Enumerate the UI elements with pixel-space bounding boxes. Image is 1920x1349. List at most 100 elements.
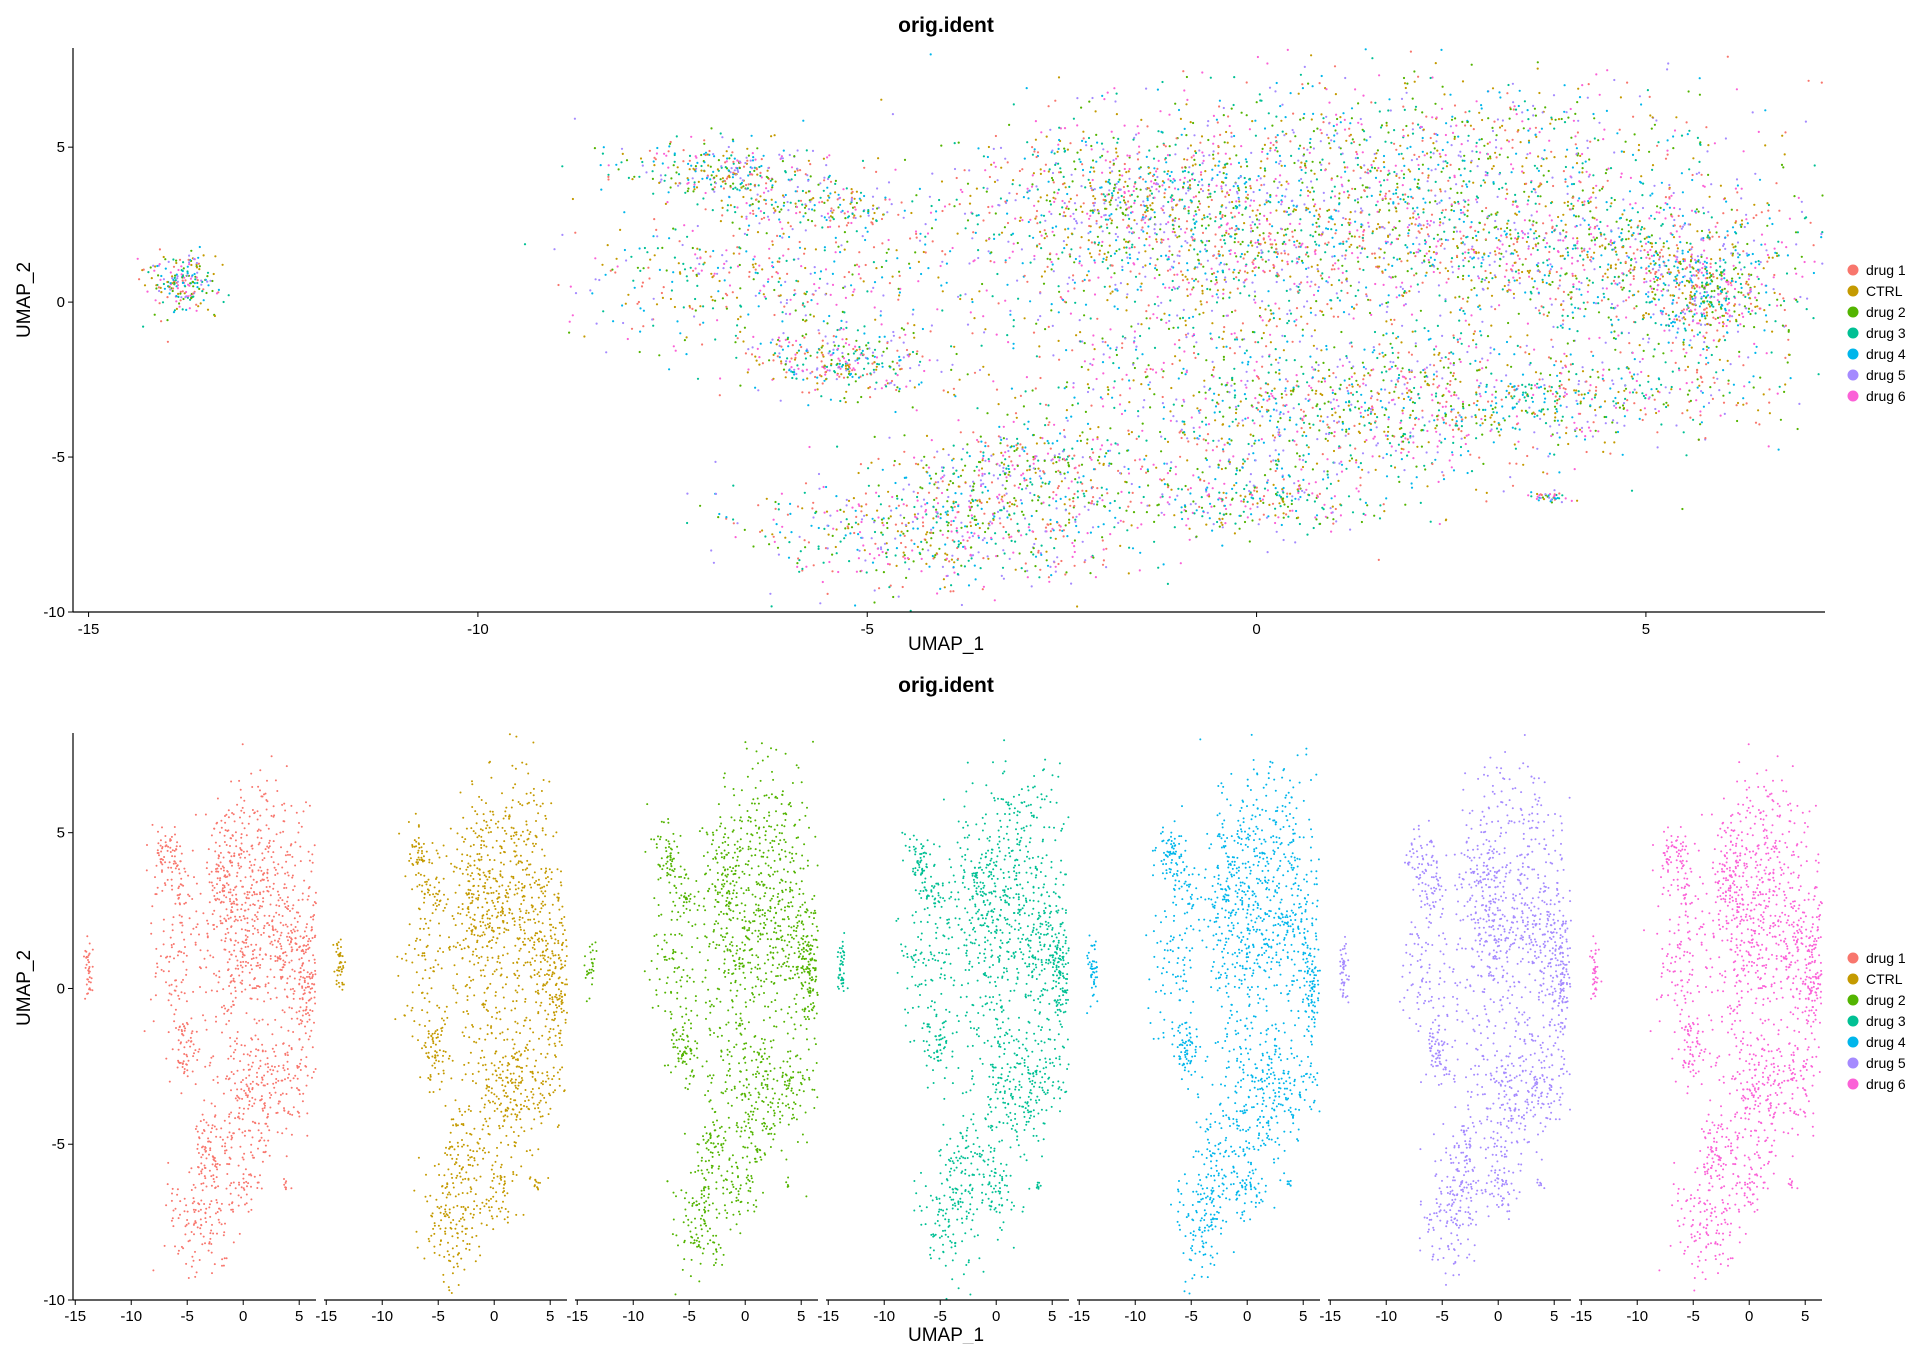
umap-point <box>1250 404 1253 407</box>
umap-point <box>1506 364 1509 367</box>
umap-point <box>968 500 971 503</box>
umap-point <box>1395 296 1398 299</box>
umap-point <box>996 272 999 276</box>
umap-point <box>1248 178 1251 181</box>
umap-point <box>1063 387 1066 390</box>
umap-point <box>1515 415 1518 418</box>
umap-point <box>1579 223 1582 226</box>
umap-point <box>1075 222 1079 225</box>
umap-point <box>1093 293 1097 296</box>
umap-point <box>1528 219 1531 222</box>
umap-point <box>1137 322 1140 325</box>
umap-point <box>1058 138 1061 142</box>
umap-point <box>759 530 762 534</box>
umap-point <box>143 284 147 287</box>
umap-point <box>739 330 742 333</box>
umap-point <box>1589 375 1592 378</box>
umap-point <box>927 549 930 552</box>
umap-point <box>1145 310 1148 313</box>
umap-point <box>1317 213 1320 216</box>
umap-point <box>1649 248 1652 252</box>
umap-point <box>1168 496 1171 499</box>
umap-point <box>1398 220 1401 223</box>
umap-point <box>186 270 189 273</box>
umap-point <box>1374 176 1378 179</box>
umap-point <box>1282 234 1286 237</box>
umap-point <box>829 225 832 228</box>
umap-point <box>1119 201 1122 204</box>
umap-point <box>1325 133 1329 136</box>
umap-point <box>1649 285 1652 288</box>
umap-point <box>1108 189 1111 192</box>
umap-point <box>1740 291 1743 294</box>
umap-point <box>1535 497 1538 500</box>
umap-point <box>685 353 688 356</box>
umap-point <box>1431 399 1434 402</box>
umap-point <box>940 370 943 373</box>
umap-point <box>1189 492 1192 495</box>
umap-point <box>1461 405 1465 408</box>
umap-point <box>1543 392 1546 395</box>
umap-point <box>1643 237 1646 240</box>
umap-point <box>1575 399 1578 402</box>
umap-point <box>1576 237 1579 240</box>
umap-point <box>1149 171 1152 174</box>
umap-point <box>1245 349 1248 352</box>
umap-point <box>1460 430 1463 433</box>
umap-point <box>950 520 953 523</box>
umap-point <box>1409 217 1412 220</box>
umap-point <box>1266 489 1269 492</box>
umap-point <box>1329 507 1332 510</box>
umap-point <box>1039 315 1042 318</box>
umap-point <box>1166 269 1170 272</box>
umap-point <box>1269 468 1272 471</box>
umap-point <box>1161 376 1164 379</box>
umap-point <box>798 246 802 249</box>
umap-point <box>977 214 980 217</box>
umap-point <box>1703 291 1706 294</box>
umap-point <box>1048 168 1051 171</box>
umap-point <box>1160 254 1163 258</box>
umap-point <box>1193 437 1196 440</box>
umap-point <box>1279 160 1282 163</box>
umap-point <box>1609 387 1612 390</box>
umap-point <box>1707 303 1710 306</box>
umap-point <box>1432 383 1435 386</box>
umap-point <box>1283 164 1286 167</box>
umap-point <box>845 369 848 372</box>
umap-point <box>803 305 806 308</box>
umap-point <box>1314 203 1317 206</box>
umap-point <box>1362 239 1365 242</box>
umap-point <box>736 337 739 340</box>
umap-point <box>1065 349 1068 352</box>
umap-point <box>1672 147 1675 150</box>
umap-point <box>1607 298 1610 301</box>
umap-point <box>1484 408 1487 411</box>
umap-point <box>1567 254 1570 257</box>
umap-point <box>933 456 936 459</box>
umap-point <box>762 154 765 157</box>
umap-point <box>1425 366 1428 369</box>
umap-point <box>1551 231 1554 234</box>
umap-point <box>960 458 963 461</box>
umap-point <box>1074 478 1077 481</box>
umap-point <box>754 262 757 265</box>
umap-point <box>1120 412 1124 416</box>
umap-point <box>1697 361 1700 364</box>
umap-point <box>926 232 930 235</box>
umap-point <box>1442 222 1445 225</box>
umap-point <box>1579 412 1582 415</box>
umap-point <box>1537 155 1540 158</box>
umap-point <box>964 464 967 467</box>
umap-point <box>1662 242 1665 245</box>
umap-point <box>1314 230 1317 233</box>
umap-point <box>1378 455 1381 458</box>
umap-point <box>1620 332 1623 335</box>
umap-point <box>1221 544 1224 547</box>
umap-point <box>962 545 965 549</box>
umap-point <box>1263 143 1266 146</box>
umap-point <box>1006 510 1009 513</box>
umap-point <box>1685 454 1688 457</box>
umap-point <box>1192 500 1195 503</box>
umap-point <box>726 209 729 212</box>
